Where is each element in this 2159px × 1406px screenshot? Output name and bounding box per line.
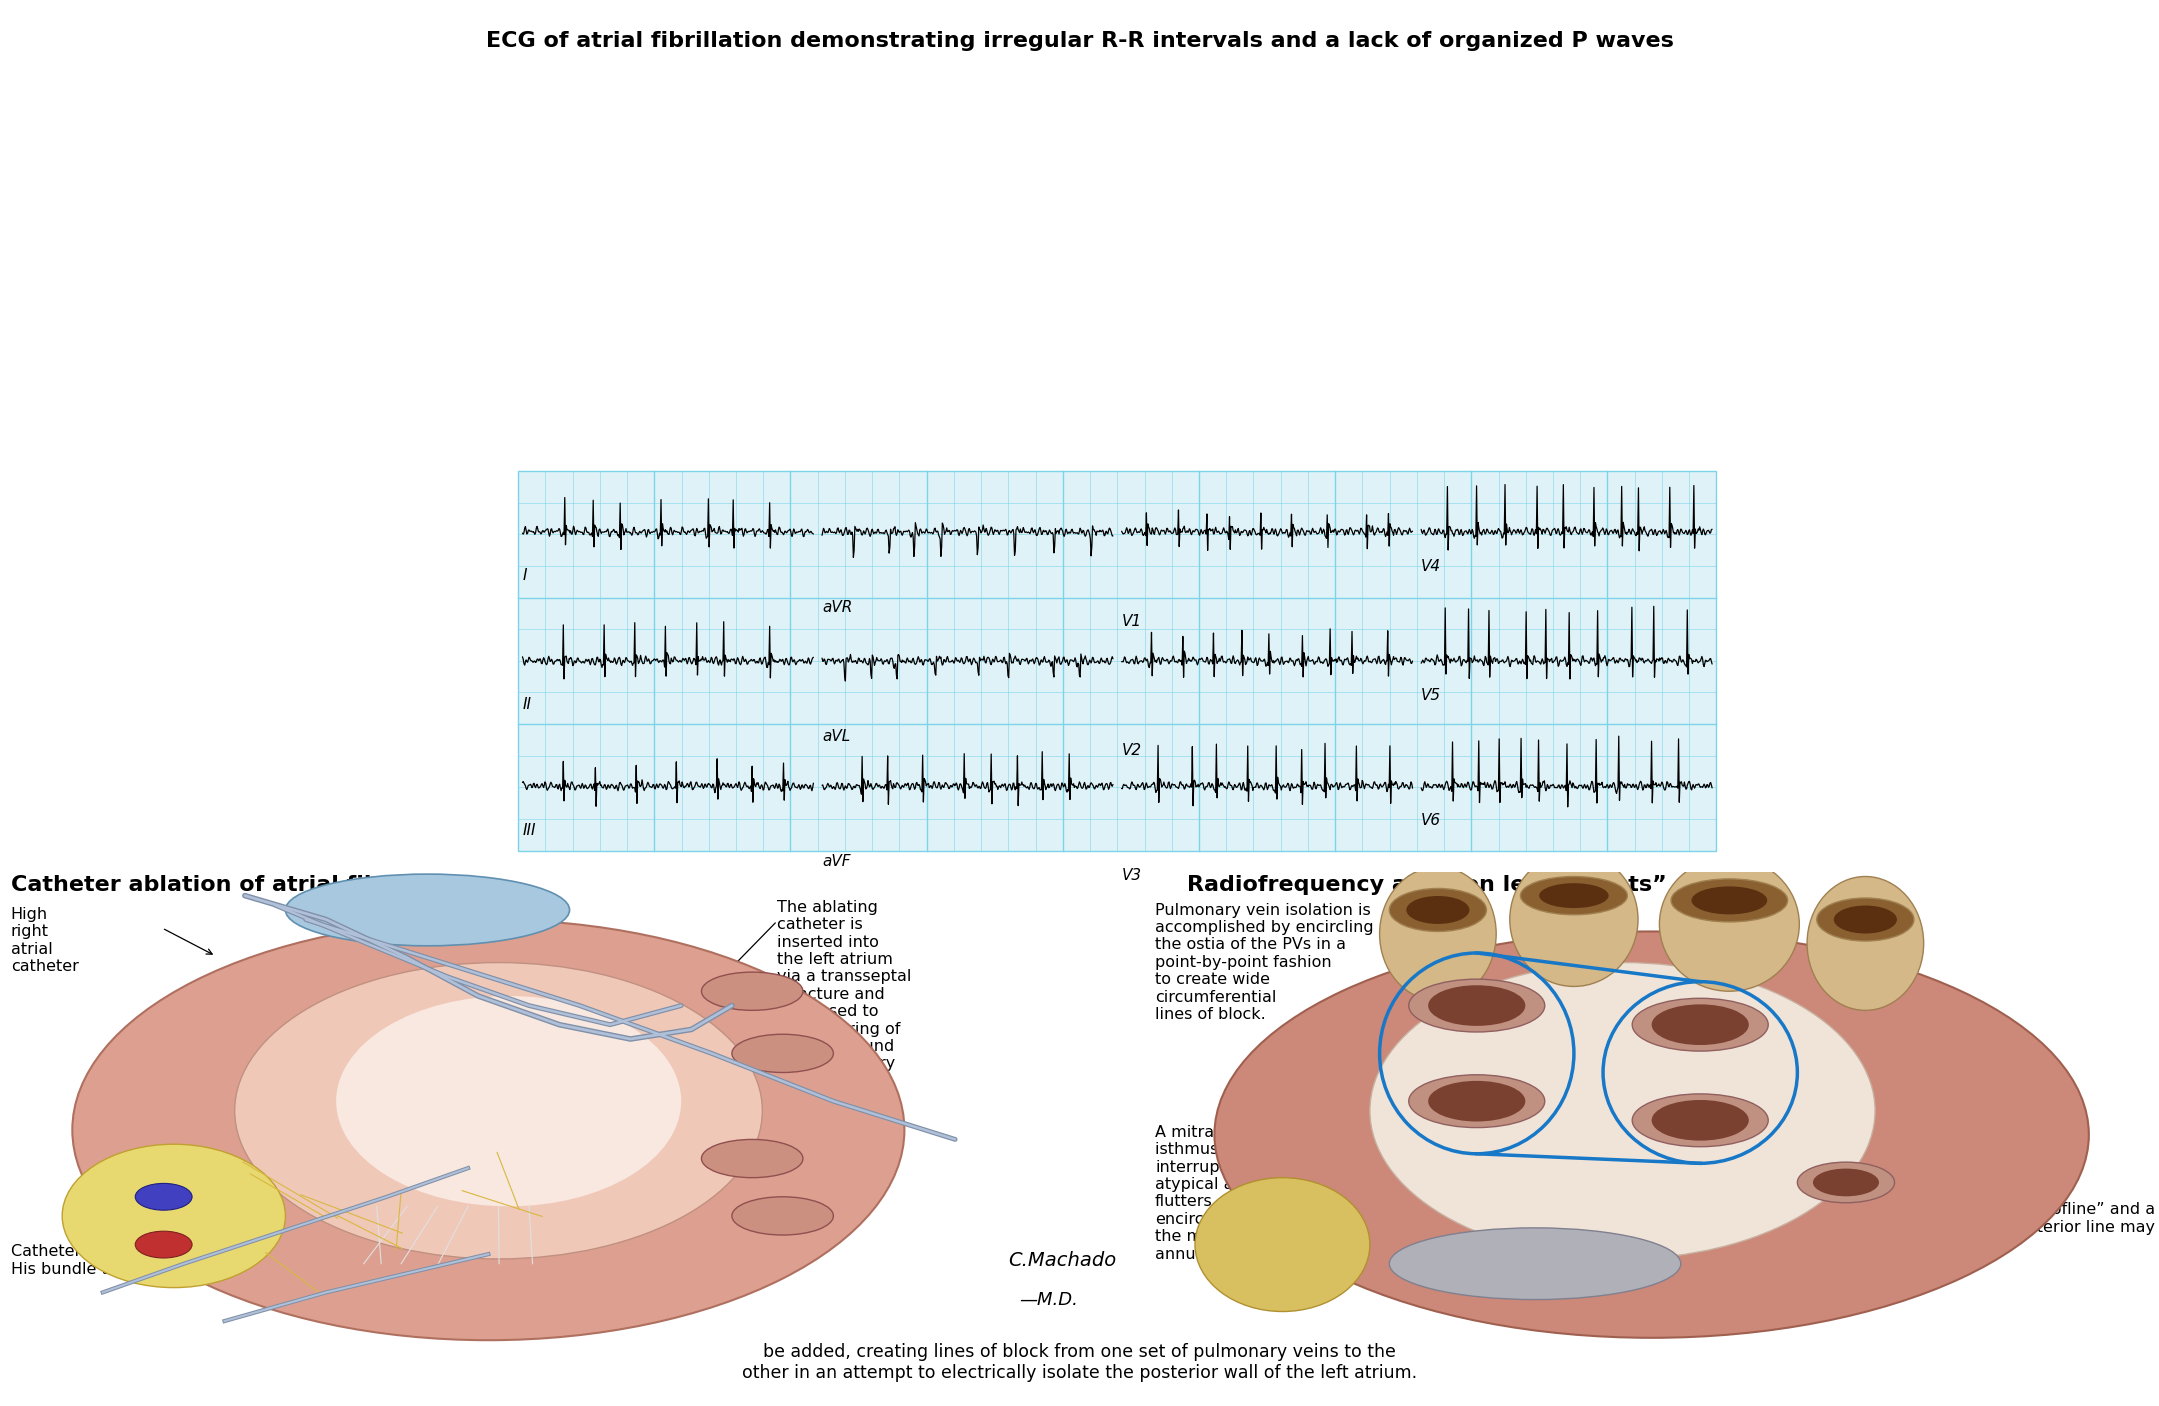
- Ellipse shape: [1652, 1099, 1749, 1140]
- Text: —M.D.: —M.D.: [1019, 1291, 1077, 1309]
- Ellipse shape: [1833, 905, 1898, 934]
- Text: Coronary
sinus catheter: Coronary sinus catheter: [417, 1308, 533, 1340]
- Text: II: II: [522, 697, 531, 713]
- Ellipse shape: [1390, 889, 1485, 931]
- Ellipse shape: [1690, 886, 1768, 914]
- Text: High
right
atrial
catheter: High right atrial catheter: [11, 907, 78, 974]
- Ellipse shape: [1660, 858, 1798, 991]
- Ellipse shape: [1807, 876, 1924, 1011]
- Ellipse shape: [1410, 1074, 1546, 1128]
- Ellipse shape: [1429, 986, 1526, 1026]
- Ellipse shape: [1390, 1227, 1680, 1299]
- Ellipse shape: [73, 920, 905, 1340]
- Text: V6: V6: [1421, 814, 1442, 828]
- Ellipse shape: [1406, 896, 1470, 924]
- Ellipse shape: [702, 1139, 803, 1178]
- Ellipse shape: [1632, 998, 1768, 1052]
- Ellipse shape: [732, 1197, 833, 1234]
- Ellipse shape: [1539, 883, 1608, 908]
- Circle shape: [136, 1184, 192, 1211]
- Text: V4: V4: [1421, 560, 1442, 574]
- Bar: [518, 471, 1716, 851]
- Text: C.Machado: C.Machado: [1008, 1251, 1116, 1271]
- Ellipse shape: [1816, 898, 1913, 941]
- Text: Radiofrequency ablation lesion “sets”: Radiofrequency ablation lesion “sets”: [1187, 875, 1667, 894]
- Ellipse shape: [235, 963, 762, 1258]
- Circle shape: [136, 1232, 192, 1258]
- Text: The ablating
catheter is
inserted into
the left atrium
via a transseptal
punctur: The ablating catheter is inserted into t…: [777, 900, 911, 1088]
- Ellipse shape: [1814, 1168, 1878, 1197]
- Ellipse shape: [1380, 868, 1496, 1001]
- Text: V3: V3: [1123, 868, 1142, 883]
- Text: aVR: aVR: [823, 600, 853, 614]
- Text: V1: V1: [1123, 614, 1142, 628]
- Ellipse shape: [1796, 1163, 1896, 1202]
- Text: I: I: [522, 568, 527, 583]
- Ellipse shape: [1213, 931, 2090, 1339]
- Ellipse shape: [1369, 963, 1874, 1258]
- Ellipse shape: [1410, 979, 1546, 1032]
- Ellipse shape: [1652, 1004, 1749, 1045]
- Text: aVF: aVF: [823, 855, 851, 869]
- Ellipse shape: [337, 995, 680, 1206]
- Text: A mitral
isthmus line
interrupts
atypical atrial
flutters
encircling
the mitral
: A mitral isthmus line interrupts atypica…: [1155, 1125, 1265, 1261]
- Ellipse shape: [285, 875, 570, 946]
- Ellipse shape: [1509, 852, 1639, 987]
- Ellipse shape: [702, 972, 803, 1011]
- Text: Pulmonary vein isolation is
accomplished by encircling
the ostia of the PVs in a: Pulmonary vein isolation is accomplished…: [1155, 903, 1373, 1022]
- Ellipse shape: [1196, 1178, 1371, 1312]
- Text: be added, creating lines of block from one set of pulmonary veins to the
other i: be added, creating lines of block from o…: [743, 1343, 1416, 1382]
- Ellipse shape: [1671, 879, 1788, 922]
- Ellipse shape: [1429, 1081, 1526, 1122]
- Ellipse shape: [63, 1144, 285, 1288]
- Ellipse shape: [1632, 1094, 1768, 1147]
- Text: III: III: [522, 823, 535, 838]
- Ellipse shape: [1520, 876, 1628, 915]
- Text: ECG of atrial fibrillation demonstrating irregular R-R intervals and a lack of o: ECG of atrial fibrillation demonstrating…: [486, 31, 1673, 51]
- Ellipse shape: [732, 1035, 833, 1073]
- Text: aVL: aVL: [823, 730, 851, 744]
- Text: Catheter recording
His bundle tracing: Catheter recording His bundle tracing: [11, 1244, 162, 1277]
- Text: Catheter ablation of atrial fibrillation: Catheter ablation of atrial fibrillation: [11, 875, 477, 894]
- Text: V2: V2: [1123, 742, 1142, 758]
- Text: A “roofline” and a
low posterior line may: A “roofline” and a low posterior line ma…: [1975, 1202, 2155, 1234]
- Text: V5: V5: [1421, 688, 1442, 703]
